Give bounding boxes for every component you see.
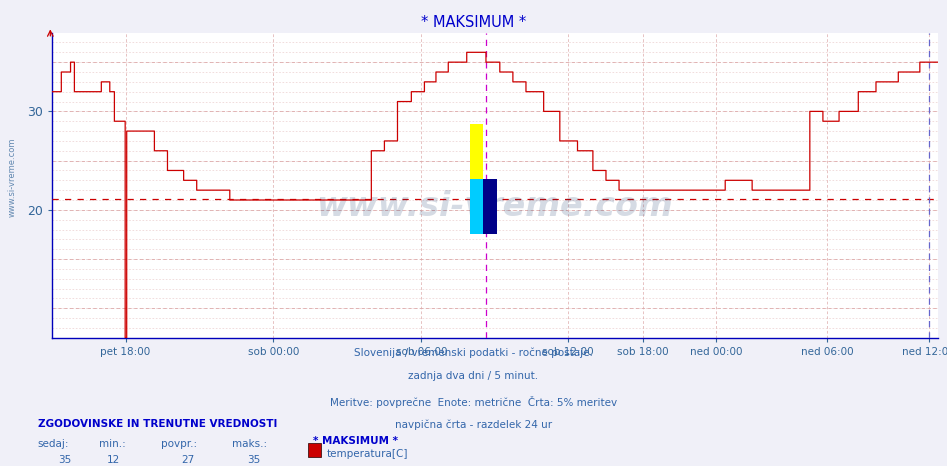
FancyBboxPatch shape — [470, 124, 483, 179]
Text: navpična črta - razdelek 24 ur: navpična črta - razdelek 24 ur — [395, 420, 552, 431]
Text: www.si-vreme.com: www.si-vreme.com — [316, 190, 673, 223]
Text: sedaj:: sedaj: — [38, 439, 69, 449]
Text: * MAKSIMUM *: * MAKSIMUM * — [420, 15, 527, 30]
Text: 27: 27 — [181, 455, 194, 465]
Text: ZGODOVINSKE IN TRENUTNE VREDNOSTI: ZGODOVINSKE IN TRENUTNE VREDNOSTI — [38, 419, 277, 429]
Text: 35: 35 — [58, 455, 71, 465]
Text: * MAKSIMUM *: * MAKSIMUM * — [313, 436, 398, 445]
Text: 35: 35 — [247, 455, 260, 465]
Text: zadnja dva dni / 5 minut.: zadnja dva dni / 5 minut. — [408, 371, 539, 381]
Text: temperatura[C]: temperatura[C] — [327, 449, 408, 459]
FancyBboxPatch shape — [470, 179, 483, 234]
Text: www.si-vreme.com: www.si-vreme.com — [8, 137, 17, 217]
Text: min.:: min.: — [99, 439, 126, 449]
Text: 12: 12 — [107, 455, 120, 465]
Text: Slovenija / vremenski podatki - ročne postaje.: Slovenija / vremenski podatki - ročne po… — [354, 347, 593, 358]
Text: Meritve: povprečne  Enote: metrične  Črta: 5% meritev: Meritve: povprečne Enote: metrične Črta:… — [330, 396, 617, 408]
Text: povpr.:: povpr.: — [161, 439, 197, 449]
FancyBboxPatch shape — [483, 179, 496, 234]
Text: maks.:: maks.: — [232, 439, 267, 449]
